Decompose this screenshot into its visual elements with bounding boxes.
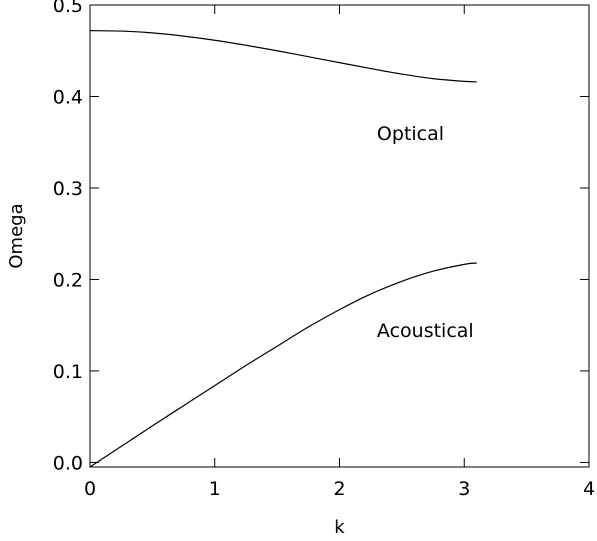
optical-annotation: Optical [377, 123, 444, 145]
y-tick-label: 0.1 [53, 361, 83, 383]
x-tick-label: 2 [333, 478, 345, 500]
acoustical-annotation: Acoustical [377, 320, 474, 342]
x-tick-label: 1 [209, 478, 221, 500]
y-tick-label: 0.3 [53, 178, 83, 200]
series-group [89, 30, 477, 468]
x-tick-label: 4 [583, 478, 595, 500]
optical-branch-line [89, 30, 477, 83]
acoustical-branch-line [89, 262, 477, 468]
x-axis-label: k [334, 517, 345, 538]
y-tick-label: 0.4 [53, 86, 83, 108]
y-tick-label: 0.5 [53, 0, 83, 17]
y-tick-label: 0.0 [53, 452, 83, 474]
labels-group: 0 1 2 3 4 0.0 0.1 0.2 0.3 0.4 0.5 Optical Acoustical [53, 0, 595, 500]
y-axis-label: Omega [6, 203, 27, 268]
plot-frame [89, 4, 590, 468]
x-tick-label: 0 [84, 478, 96, 500]
y-tick-label: 0.2 [53, 269, 83, 291]
x-tick-label: 3 [458, 478, 470, 500]
